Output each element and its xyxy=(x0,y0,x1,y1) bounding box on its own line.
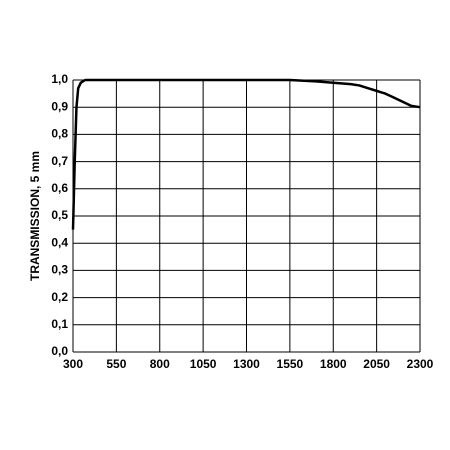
y-tick-label: 0,3 xyxy=(51,263,68,277)
x-tick-label: 1050 xyxy=(190,357,217,371)
y-tick-label: 0,4 xyxy=(51,235,68,249)
y-tick-label: 0,6 xyxy=(51,181,68,195)
y-tick-label: 0,8 xyxy=(51,127,68,141)
x-tick-label: 300 xyxy=(63,357,83,371)
y-tick-label: 0,5 xyxy=(51,208,68,222)
x-tick-label: 2300 xyxy=(407,357,434,371)
y-tick-label: 0,0 xyxy=(51,344,68,358)
y-tick-label: 0,2 xyxy=(51,290,68,304)
y-tick-label: 0,7 xyxy=(51,154,68,168)
x-tick-label: 1300 xyxy=(233,357,260,371)
y-tick-label: 0,1 xyxy=(51,317,68,331)
y-tick-label: 0,9 xyxy=(51,99,68,113)
x-tick-label: 2050 xyxy=(363,357,390,371)
data-line xyxy=(71,78,421,230)
x-tick-label: 800 xyxy=(150,357,170,371)
y-axis-label: TRANSMISSION, 5 mm xyxy=(28,151,42,281)
x-tick-label: 550 xyxy=(106,357,126,371)
x-tick-label: 1550 xyxy=(277,357,304,371)
y-tick-label: 1,0 xyxy=(51,72,68,86)
x-tick-label: 1800 xyxy=(320,357,347,371)
